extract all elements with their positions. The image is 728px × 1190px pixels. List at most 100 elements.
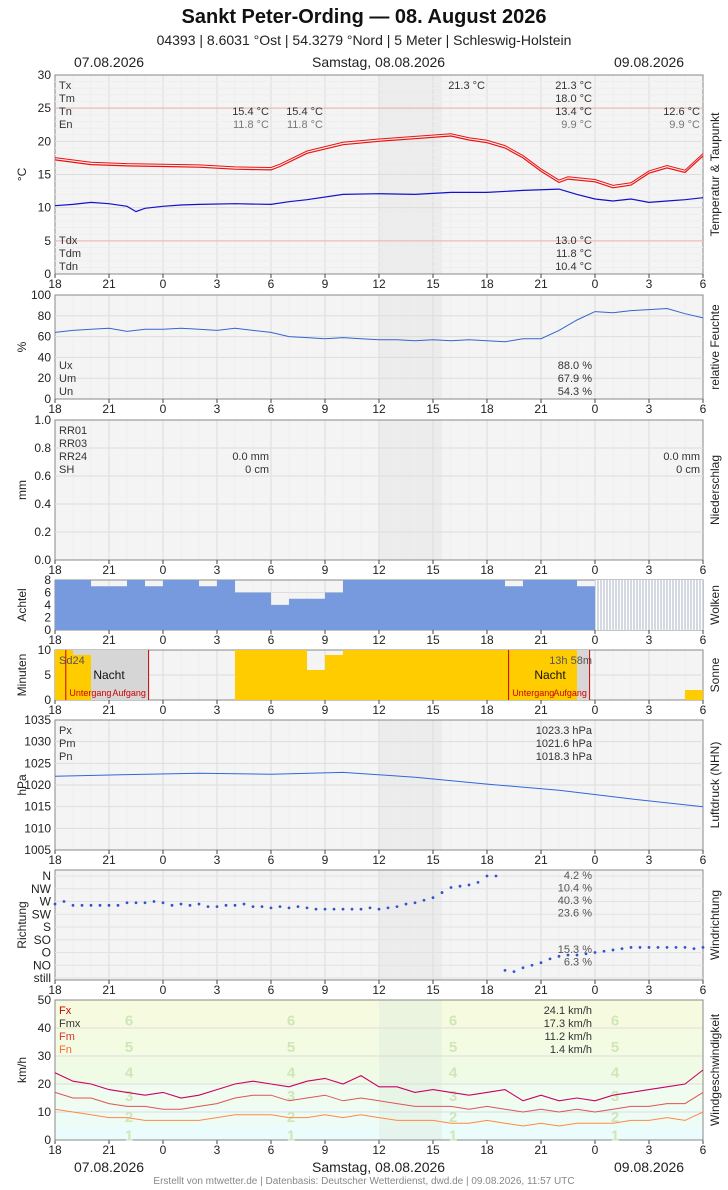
wind_speed-xtick-label: 3 [214, 1143, 221, 1157]
wind_direction-xtick-label: 6 [268, 983, 275, 997]
temperature-xtick-label: 6 [268, 277, 275, 291]
winddir-point [143, 901, 147, 905]
temperature-xtick-label: 9 [322, 277, 329, 291]
pressure-xtick-label: 15 [426, 853, 440, 867]
beaufort-digit: 5 [287, 1039, 295, 1056]
clouds-xtick-label: 18 [480, 633, 494, 647]
temp-stat-value: 12.6 °C [663, 106, 700, 118]
winddir-point [98, 903, 102, 907]
precip-stat-name: SH [59, 464, 74, 476]
pressure-xtick-label: 21 [102, 853, 116, 867]
wind_speed-xtick-label: 21 [534, 1143, 548, 1157]
wind-stat-value: 24.1 km/h [544, 1005, 592, 1017]
winddir-point [593, 951, 597, 954]
winddir-category-label: N [42, 869, 51, 883]
winddir-point [152, 900, 156, 903]
humidity-stat-value: 54.3 % [558, 386, 592, 398]
winddir-point [665, 946, 669, 949]
pressure-xtick-label: 9 [322, 853, 329, 867]
wind_speed-ytick-label: 40 [38, 1021, 52, 1035]
temperature-line-upper [54, 133, 704, 186]
cloud-bar [127, 580, 145, 630]
sunshine-xtick-label: 0 [160, 703, 167, 717]
winddir-point [656, 946, 660, 949]
humidity-stat-value: 88.0 % [558, 360, 592, 372]
winddir-point [332, 907, 336, 911]
pressure-ytick-label: 1005 [24, 843, 51, 857]
cloud-bar [415, 580, 433, 630]
clouds-ytick-label: 2 [44, 611, 51, 625]
temperature-ytick-label: 5 [44, 234, 51, 248]
beaufort-digit: 4 [287, 1064, 296, 1081]
pressure-xtick-label: 18 [48, 853, 62, 867]
precipitation-ytick-label: 0.6 [34, 469, 51, 483]
pressure-stat-value: 1023.3 hPa [536, 725, 593, 737]
page-title: Sankt Peter-Ording — 08. August 2026 [181, 6, 547, 28]
winddir-stat-top: 23.6 % [558, 908, 592, 920]
clouds-xtick-label: 15 [426, 633, 440, 647]
precipitation-ytick-label: 0.2 [34, 525, 51, 539]
precipitation-xtick-label: 18 [480, 563, 494, 577]
wind_speed-ytick-label: 20 [38, 1077, 52, 1091]
wind-stat-name: Fn [59, 1044, 72, 1056]
dewpoint-stat-name: Tdm [59, 248, 81, 260]
humidity-xtick-label: 18 [480, 402, 494, 416]
humidity-xtick-label: 18 [48, 402, 62, 416]
wind_direction-xtick-label: 0 [160, 983, 167, 997]
precipitation-y-label: mm [15, 480, 29, 500]
winddir-point [125, 901, 129, 905]
clouds-xtick-label: 21 [102, 633, 116, 647]
wind-mean-line [54, 1091, 704, 1113]
pressure-ytick-label: 1020 [24, 778, 51, 792]
precipitation-ytick-label: 0.8 [34, 441, 51, 455]
winddir-point [368, 906, 372, 910]
wind_speed-xtick-label: 0 [592, 1143, 599, 1157]
precip-stat-value: 0 cm [676, 464, 700, 476]
sunshine-xtick-label: 18 [48, 703, 62, 717]
clouds-xtick-label: 3 [214, 633, 221, 647]
winddir-point [161, 901, 165, 905]
temp-stat-value: 21.3 °C [555, 80, 592, 92]
precip-stat-name: RR03 [59, 438, 87, 450]
wind-stat-name: Fx [59, 1005, 72, 1017]
temperature-side-label: Temperatur & Taupunkt [708, 112, 722, 237]
cloud-bar [163, 580, 181, 630]
precipitation-side-label: Niederschlag [708, 455, 722, 525]
winddir-point [683, 946, 687, 949]
pressure-y-label: hPa [15, 774, 29, 796]
sunshine-bar [307, 670, 325, 700]
winddir-point [458, 884, 462, 888]
humidity-stat-name: Ux [59, 360, 73, 372]
beaufort-digit: 5 [125, 1039, 133, 1056]
temperature-ytick-label: 10 [38, 201, 52, 215]
beaufort-digit: 3 [125, 1088, 133, 1105]
wind_speed-xtick-label: 6 [268, 1143, 275, 1157]
sunshine-bar [469, 650, 487, 700]
wind-min-line [54, 1108, 704, 1127]
sunshine-bar [343, 650, 361, 700]
winddir-point [701, 946, 705, 949]
cloud-bar [181, 580, 199, 630]
temperature-ytick-label: 0 [44, 267, 51, 281]
pressure-xtick-label: 21 [534, 853, 548, 867]
pressure-ytick-label: 1035 [24, 713, 51, 727]
wind_direction-xtick-label: 3 [214, 983, 221, 997]
winddir-point [584, 952, 588, 956]
precipitation-xtick-label: 0 [160, 563, 167, 577]
precipitation-ytick-label: 0.4 [34, 497, 51, 511]
beaufort-digit: 1 [125, 1127, 133, 1144]
humidity-ytick-label: 40 [38, 350, 52, 364]
temperature-xtick-label: 21 [534, 277, 548, 291]
beaufort-digit: 6 [611, 1013, 619, 1030]
sunshine-xtick-label: 18 [480, 703, 494, 717]
winddir-point [242, 902, 246, 906]
pressure-xtick-label: 0 [592, 853, 599, 867]
beaufort-digit: 2 [611, 1109, 619, 1126]
beaufort-digit: 3 [287, 1088, 295, 1105]
winddir-point [449, 886, 453, 889]
date-center-bottom: Samstag, 08.08.2026 [312, 1159, 446, 1175]
wind_speed-ytick-label: 10 [38, 1105, 52, 1119]
winddir-point [647, 946, 651, 949]
winddir-point [404, 902, 408, 906]
winddir-category-label: W [40, 895, 52, 909]
